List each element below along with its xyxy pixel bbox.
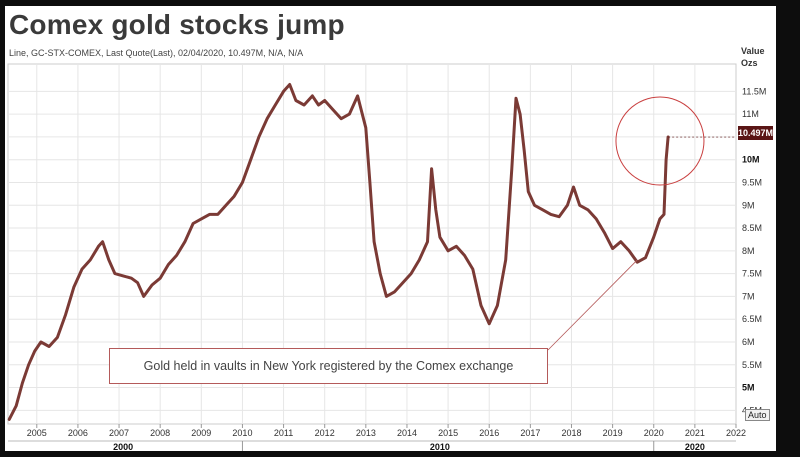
y-tick-label: 5M [742,383,755,393]
x-tick-label: 2018 [561,428,581,438]
x-tick-label: 2017 [520,428,540,438]
y-tick-label: 11.5M [742,86,766,96]
x-tick-label: 2014 [397,428,417,438]
series-line-gc-stx-comex [7,83,670,421]
decade-label: 2000 [113,442,133,452]
x-tick-label: 2012 [315,428,335,438]
y-tick-label: 6M [742,337,755,347]
x-tick-label: 2006 [68,428,88,438]
y-tick-label: 9M [742,200,755,210]
x-tick-label: 2008 [150,428,170,438]
x-tick-label: 2009 [191,428,211,438]
x-tick-label: 2015 [438,428,458,438]
chart-title: Comex gold stocks jump [9,9,345,40]
x-tick-label: 2019 [603,428,623,438]
highlight-circle [615,96,705,186]
series-info-line: Line, GC-STX-COMEX, Last Quote(Last), 02… [9,48,304,58]
y-tick-label: 8M [742,246,755,256]
x-tick-label: 2021 [685,428,705,438]
y-tick-label: 6.5M [742,314,762,324]
annotation-callout: Gold held in vaults in New York register… [109,348,548,384]
x-tick-label: 2016 [479,428,499,438]
x-tick-label: 2007 [109,428,129,438]
y-tick-label: 9.5M [742,177,762,187]
decade-label: 2010 [430,442,450,452]
y-tick-label: 7.5M [742,269,762,279]
plot-area [7,63,737,425]
x-tick-label: 2011 [274,428,293,438]
x-tick-label: 2022 [726,428,746,438]
y-tick-label: 5.5M [742,360,762,370]
y-axis-title-units: Ozs [741,58,758,68]
x-tick-label: 2005 [27,428,47,438]
y-tick-label: 7M [742,291,755,301]
annotation-connector [547,259,638,351]
x-tick-label: 2020 [644,428,664,438]
y-tick-label: 8.5M [742,223,762,233]
decade-label: 2020 [685,442,705,452]
x-tick-label: 2010 [232,428,252,438]
y-axis-title-value: Value [741,46,765,56]
y-tick-label: 11M [742,109,759,119]
last-value-tag: 10.497M [738,126,774,140]
y-tick-label: 10M [742,155,760,165]
auto-scale-button[interactable]: Auto [745,409,770,421]
x-tick-label: 2013 [356,428,376,438]
